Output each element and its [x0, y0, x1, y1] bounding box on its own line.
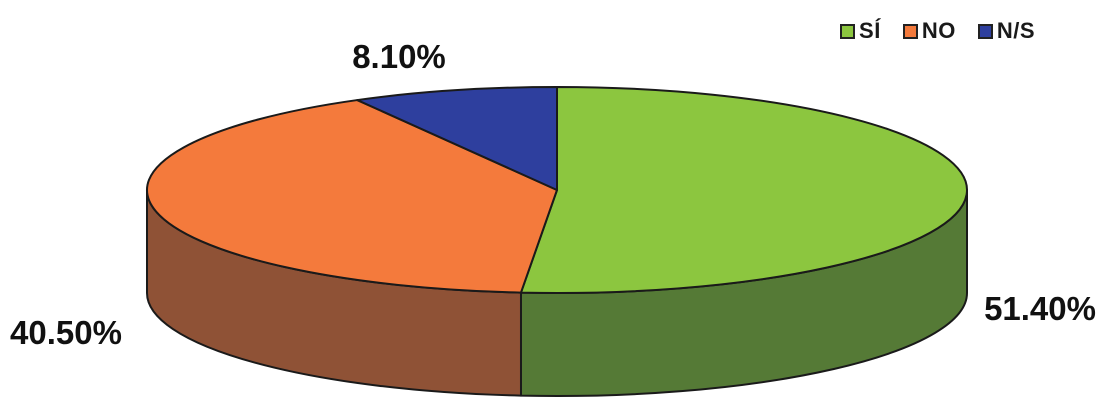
legend-swatch-si: [840, 23, 856, 39]
pie-slice-no: [146, 99, 558, 294]
data-label-ns: 8.10%: [352, 38, 446, 75]
legend-item-si: SÍ: [840, 18, 881, 44]
legend-swatch-ns: [977, 23, 993, 39]
pie-slice-ns: [356, 86, 558, 191]
pie-slice-si: [519, 86, 968, 294]
legend-label-ns: N/S: [996, 18, 1035, 43]
data-label-si: 51.40%: [984, 290, 1096, 327]
legend-item-ns: N/S: [977, 18, 1035, 44]
legend: SÍ NO N/S: [840, 18, 1035, 44]
legend-swatch-no: [902, 23, 918, 39]
legend-item-no: NO: [902, 18, 956, 44]
legend-label-no: NO: [921, 18, 956, 43]
data-label-no: 40.50%: [10, 314, 122, 351]
legend-label-si: SÍ: [859, 18, 881, 43]
